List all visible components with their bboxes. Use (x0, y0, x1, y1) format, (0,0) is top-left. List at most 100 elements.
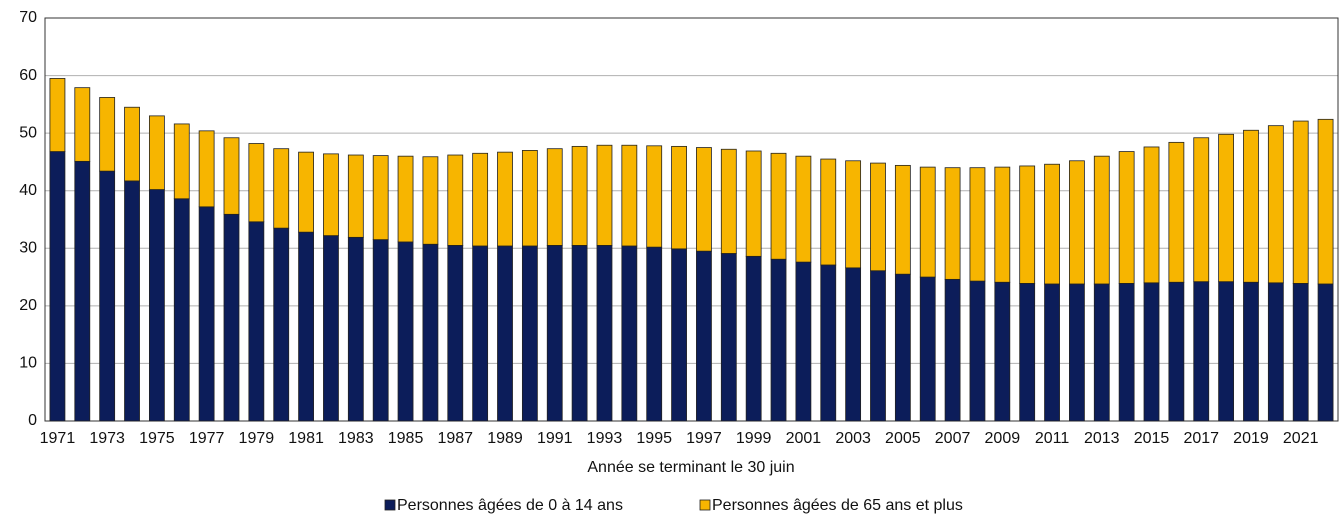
bar-segment (820, 158, 837, 266)
bar-segment (447, 245, 464, 422)
bar-segment (745, 150, 762, 257)
bar-segment (148, 115, 165, 190)
x-tick-label: 2011 (1035, 430, 1070, 447)
bar-segment (894, 273, 911, 422)
bar-segment (397, 155, 414, 243)
bar-segment (969, 167, 986, 282)
y-tick-label: 50 (19, 124, 37, 141)
bar-segment (347, 236, 364, 422)
bar-segment (1143, 146, 1160, 284)
x-tick-label: 2017 (1183, 430, 1219, 447)
bar-segment (422, 243, 439, 422)
y-tick-label: 10 (19, 355, 37, 372)
bar-segment (969, 280, 986, 422)
x-tick-label: 1999 (736, 430, 772, 447)
bar-segment (621, 245, 638, 422)
bar-segment (1292, 120, 1309, 284)
bar-segment (1019, 165, 1036, 284)
bar-segment (745, 255, 762, 422)
bar-segment (1019, 283, 1036, 422)
bar-segment (1044, 283, 1060, 422)
bar-segment (994, 281, 1011, 422)
x-tick-label: 1973 (89, 430, 125, 447)
y-tick-label: 70 (19, 9, 37, 26)
x-tick-label: 1997 (686, 430, 722, 447)
bar-segment (1317, 283, 1334, 422)
bar-segment (1218, 281, 1235, 422)
bar-segment (696, 147, 712, 252)
bar-segment (49, 151, 66, 422)
x-tick-label: 1991 (537, 430, 573, 447)
x-tick-label: 2003 (835, 430, 871, 447)
bar-segment (770, 258, 787, 422)
bar-segment (845, 160, 862, 269)
bar-segment (571, 145, 588, 246)
legend-swatch (699, 499, 711, 511)
bar-segment (845, 267, 862, 422)
x-tick-label: 1979 (239, 430, 275, 447)
bar-segment (919, 166, 936, 278)
bar-segment (646, 246, 663, 422)
y-tick-label: 30 (19, 240, 37, 257)
bar-segment (347, 154, 364, 238)
bar-segment (1069, 160, 1085, 285)
bar-segment (919, 276, 936, 422)
x-tick-label: 2015 (1134, 430, 1170, 447)
bar-segment (1069, 283, 1085, 422)
bar-segment (546, 245, 563, 422)
legend-label: Personnes âgées de 0 à 14 ans (397, 497, 623, 514)
bar-segment (198, 206, 215, 422)
x-tick-label: 2019 (1233, 430, 1269, 447)
bar-segment (1093, 283, 1110, 422)
bar-segment (273, 227, 290, 422)
x-tick-label: 2001 (786, 430, 822, 447)
bar-segment (248, 143, 265, 223)
bar-segment (74, 160, 91, 422)
legend-label: Personnes âgées de 65 ans et plus (712, 497, 963, 514)
bar-segment (820, 264, 837, 422)
bar-segment (1193, 281, 1210, 422)
x-tick-label: 2007 (935, 430, 971, 447)
bar-segment (148, 189, 165, 422)
bar-segment (74, 87, 91, 162)
bar-segment (646, 145, 663, 248)
bar-segment (422, 156, 439, 245)
bar-segment (372, 155, 389, 241)
bar-segment (223, 213, 240, 422)
bar-segment (894, 164, 911, 275)
bar-segment (248, 221, 265, 422)
bar-segment (870, 162, 886, 272)
bar-segment (173, 198, 190, 422)
bar-segment (795, 261, 812, 422)
bar-segment (1267, 125, 1284, 284)
bar-segment (323, 153, 339, 237)
plot-border (44, 17, 1339, 422)
bar-segment (521, 150, 538, 247)
x-tick-label: 1993 (587, 430, 623, 447)
bar-segment (621, 144, 638, 247)
bar-segment (1143, 282, 1160, 422)
y-tick-label: 0 (28, 412, 37, 429)
x-tick-label: 1983 (338, 430, 374, 447)
bar-segment (124, 106, 140, 182)
bar-segment (397, 241, 414, 422)
bar-segment (298, 231, 314, 422)
bar-segment (497, 245, 513, 422)
bar-segment (944, 278, 961, 422)
bar-segment (273, 148, 290, 229)
bar-segment (323, 235, 339, 422)
x-tick-label: 2021 (1283, 430, 1319, 447)
bar-segment (472, 152, 489, 247)
bar-segment (1193, 137, 1210, 283)
bar-segment (1243, 281, 1259, 422)
bar-segment (1168, 141, 1185, 283)
bar-segment (696, 250, 712, 422)
bar-segment (870, 270, 886, 422)
bar-segment (521, 245, 538, 422)
bar-segment (1243, 129, 1259, 283)
bar-segment (298, 151, 314, 233)
bar-segment (49, 78, 66, 152)
bar-segment (447, 154, 464, 246)
